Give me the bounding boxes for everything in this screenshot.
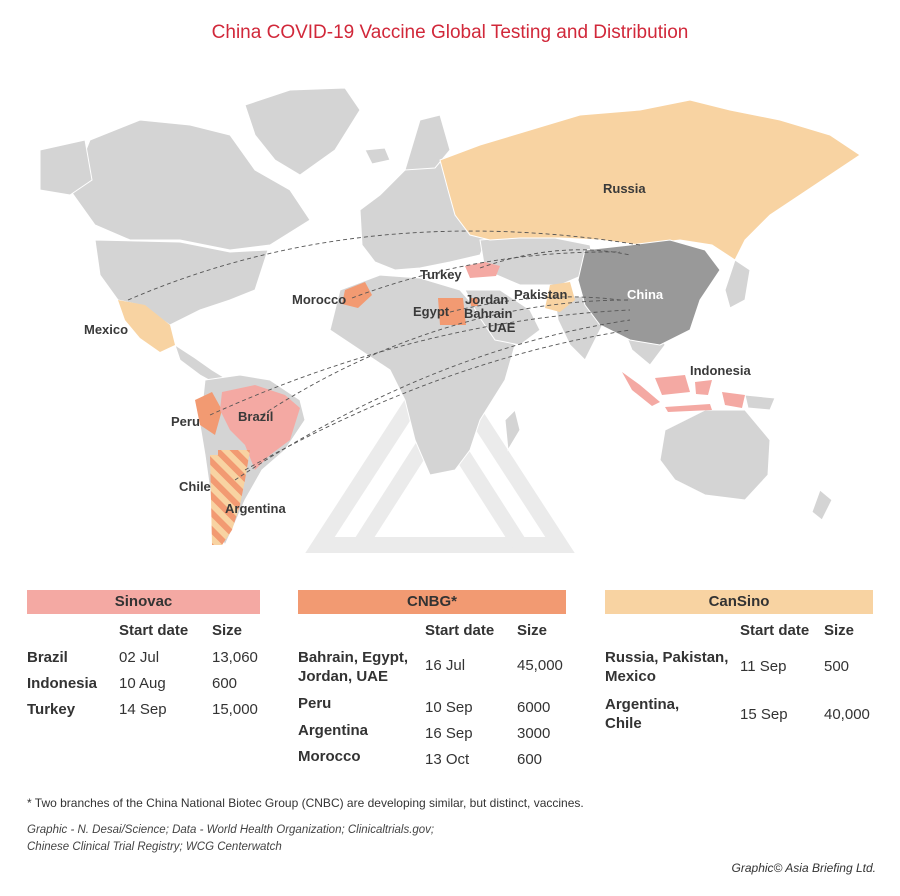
row-date: 13 Oct [425, 751, 470, 768]
region-peru [195, 392, 222, 435]
col-start-date: Start date [740, 622, 810, 639]
row-size: 15,000 [212, 701, 258, 718]
row-date: 16 Sep [425, 725, 473, 742]
region-chile [210, 455, 218, 545]
table-cnbg: CNBG* Start date Size Bahrain, Egypt, Jo… [298, 590, 566, 768]
row-country-cont: Jordan, UAE [298, 668, 389, 685]
world-map [39, 87, 861, 553]
region-indonesia [622, 372, 745, 412]
credit: Graphic© Asia Briefing Ltd. [731, 861, 876, 875]
label-egypt: Egypt [413, 304, 450, 319]
region-russia [439, 99, 861, 261]
connection-lines [127, 230, 641, 481]
table-sinovac: Sinovac Start date Size Brazil 02 Jul 13… [27, 590, 260, 718]
row-country: Russia, Pakistan, [605, 649, 729, 666]
label-bahrain: Bahrain [464, 306, 513, 321]
label-turkey: Turkey [420, 267, 462, 282]
alaska [39, 139, 93, 196]
table-cansino: CanSino Start date Size Russia, Pakistan… [605, 590, 873, 732]
region-mexico [118, 300, 175, 352]
table-header-sinovac: Sinovac [27, 590, 260, 614]
row-date: 14 Sep [119, 701, 167, 718]
label-brazil: Brazil [238, 409, 274, 424]
label-argentina: Argentina [225, 501, 286, 516]
chart-title: China COVID-19 Vaccine Global Testing an… [211, 22, 689, 43]
region-pakistan [545, 282, 575, 312]
label-pakistan: Pakistan [514, 287, 568, 302]
col-size: Size [824, 622, 855, 639]
table-header-cnbg: CNBG* [298, 590, 566, 614]
row-size: 600 [212, 675, 238, 692]
col-start-date: Start date [425, 622, 495, 639]
label-uae: UAE [488, 320, 516, 335]
source-line: Graphic - N. Desai/Science; Data - World… [27, 824, 435, 836]
source-note: Graphic - N. Desai/Science; Data - World… [27, 822, 434, 856]
table-header-cansino: CanSino [605, 590, 873, 614]
usa [94, 239, 269, 326]
region-turkey [465, 262, 500, 278]
canada [69, 119, 311, 251]
australia [659, 409, 771, 501]
row-date: 15 Sep [740, 706, 788, 723]
row-size: 13,060 [212, 649, 258, 666]
row-size: 40,000 [824, 706, 870, 723]
row-country-cont: Mexico [605, 668, 656, 685]
label-indonesia: Indonesia [690, 363, 751, 378]
col-size: Size [517, 622, 548, 639]
label-morocco: Morocco [292, 292, 347, 307]
row-size: 600 [517, 751, 543, 768]
row-country: Argentina, [605, 696, 680, 713]
arabia [464, 289, 541, 346]
region-china [577, 239, 721, 346]
row-size: 6000 [517, 699, 551, 716]
source-line: Chinese Clinical Trial Registry; WCG Cen… [27, 841, 282, 853]
label-china: China [627, 287, 664, 302]
greenland [244, 87, 361, 176]
footnote: * Two branches of the China National Bio… [27, 796, 584, 810]
row-date: 11 Sep [740, 658, 787, 675]
label-jordan: Jordan [465, 292, 509, 307]
region-morocco [342, 282, 372, 308]
region-jordan [470, 298, 478, 306]
row-size: 45,000 [517, 657, 563, 674]
region-argentina [218, 450, 250, 545]
label-chile: Chile [179, 479, 211, 494]
row-country: Bahrain, Egypt, [298, 649, 409, 666]
label-peru: Peru [171, 414, 200, 429]
row-date: 10 Aug [119, 675, 166, 692]
col-start-date: Start date [119, 622, 189, 639]
region-brazil [220, 385, 300, 470]
row-country: Argentina [298, 722, 369, 739]
row-country: Morocco [298, 748, 361, 765]
row-country: Peru [298, 695, 332, 712]
row-country-cont: Chile [605, 715, 642, 732]
label-russia: Russia [603, 181, 646, 196]
row-size: 3000 [517, 725, 551, 742]
row-date: 02 Jul [119, 649, 160, 666]
row-country: Brazil [27, 649, 68, 666]
row-country: Turkey [27, 701, 76, 718]
label-mexico: Mexico [84, 322, 129, 337]
row-country: Indonesia [27, 675, 98, 692]
row-size: 500 [824, 658, 850, 675]
col-size: Size [212, 622, 243, 639]
row-date: 10 Sep [425, 699, 473, 716]
row-date: 16 Jul [425, 657, 466, 674]
africa [329, 274, 516, 476]
